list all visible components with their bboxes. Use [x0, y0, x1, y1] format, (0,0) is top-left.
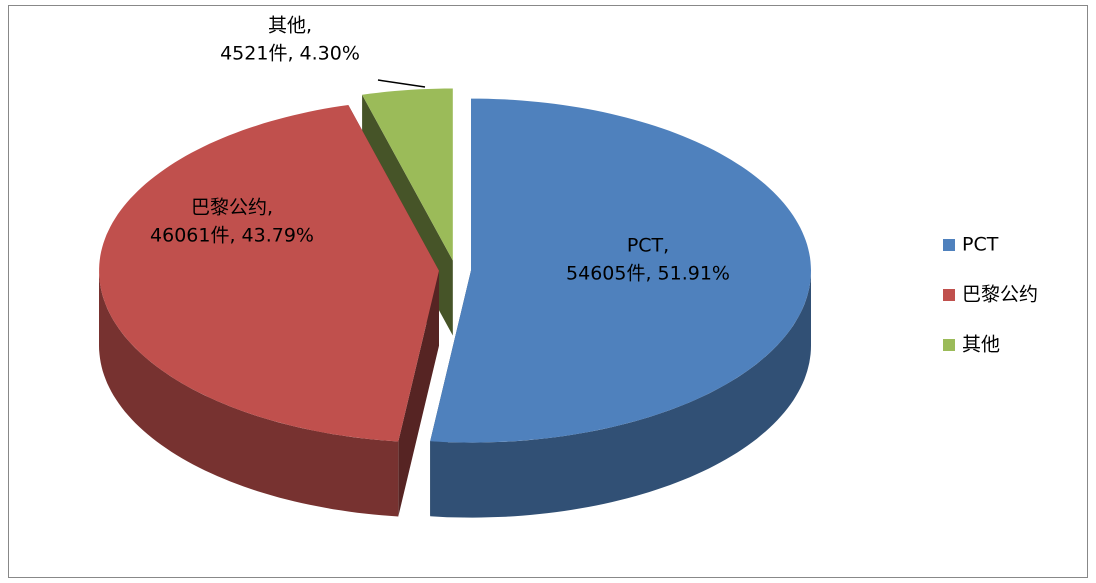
- data-label-value: 54605件, 51.91%: [566, 263, 730, 285]
- legend-swatch: [943, 239, 955, 251]
- legend-label: 巴黎公约: [962, 284, 1038, 306]
- data-label-name: 其他,: [268, 15, 312, 37]
- slice-side: [99, 270, 399, 517]
- data-label-value: 4521件, 4.30%: [220, 43, 360, 65]
- slice: [99, 105, 439, 442]
- data-label-name: PCT,: [627, 235, 669, 257]
- slice: [430, 98, 811, 443]
- slice-cut-face: [398, 270, 439, 517]
- leader-line: [377, 79, 426, 88]
- data-label-value: 46061件, 43.79%: [150, 225, 314, 247]
- legend-label: 其他: [962, 334, 1000, 356]
- legend-label: PCT: [962, 234, 999, 256]
- slice-side: [430, 270, 811, 518]
- slice: [362, 88, 453, 261]
- data-label-name: 巴黎公约,: [191, 197, 273, 219]
- legend-swatch: [943, 289, 955, 301]
- legend-swatch: [943, 339, 955, 351]
